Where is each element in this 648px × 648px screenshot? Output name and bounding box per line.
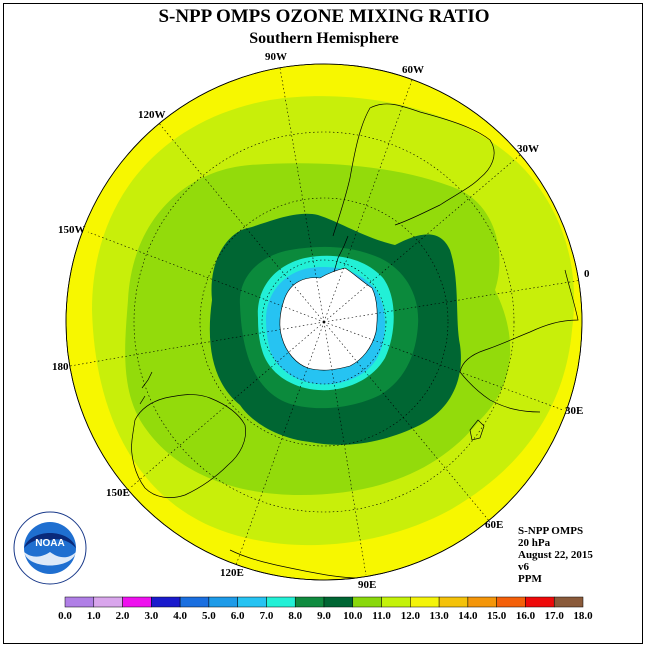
colorbar-tick-label: 7.0 [260,610,274,622]
colorbar-swatch [237,596,267,608]
colorbar-swatch [525,596,555,608]
colorbar-swatch [352,596,382,608]
colorbar-tick-label: 8.0 [288,610,302,622]
lon-label-150w: 150W [58,224,86,236]
madagascar-coastline [469,419,485,441]
colorbar-tick-label: 15.0 [487,610,507,622]
lon-label-180: 180 [52,361,69,373]
figure-frame [3,3,643,644]
noaa-logo: NOAA [13,511,87,585]
info-date: August 22, 2015 [518,549,593,561]
colorbar-swatch [179,596,210,608]
colorbar-tick-label: 5.0 [202,610,216,622]
australia-coastline [131,394,246,498]
colorbar-tick-label: 18.0 [573,610,593,622]
noaa-logo-text: NOAA [35,538,64,549]
info-version: v6 [518,561,529,573]
colorbar-swatch [467,596,497,608]
lon-label-120e: 120E [220,567,244,579]
colorbar-swatch [294,596,325,608]
lon-label-30w: 30W [517,143,539,155]
colorbar-tick-label: 9.0 [317,610,331,622]
colorbar-swatch [266,596,296,608]
lon-label-150e: 150E [106,487,130,499]
info-block: S-NPP OMPS 20 hPa August 22, 2015 v6 PPM [518,525,593,585]
info-units: PPM [518,573,542,585]
colorbar-tick-label: 6.0 [231,610,245,622]
colorbar-swatch [323,596,354,608]
colorbar-tick-label: 11.0 [372,610,391,622]
antarctica-landmass [279,267,378,371]
africa-coastline [459,269,579,413]
info-level: 20 hPa [518,537,551,549]
colorbar-tick-label: 16.0 [516,610,536,622]
colorbar-swatch [496,596,526,608]
lon-label-0: 0 [584,268,590,280]
colorbar-swatch [438,596,469,608]
colorbar-swatch [93,596,123,608]
colorbar-swatch [410,596,440,608]
colorbar-tick-label: 1.0 [87,610,101,622]
colorbar-swatch [122,596,152,608]
colorbar-tick-label: 14.0 [458,610,478,622]
lon-label-90w: 90W [265,51,287,63]
colorbar-tick-label: 10.0 [343,610,363,622]
lon-label-30e: 30E [565,405,583,417]
colorbar-swatch [553,596,584,608]
colorbar-tick-label: 3.0 [144,610,158,622]
new-zealand-coastline [139,371,153,405]
colorbar-swatch [381,596,411,608]
colorbar-tick-label: 12.0 [401,610,421,622]
lon-label-60e: 60E [485,519,503,531]
colorbar-tick-label: 4.0 [173,610,187,622]
colorbar-tick-label: 17.0 [545,610,565,622]
southeast-asia-coastline [229,549,361,579]
lon-label-120w: 120W [138,109,166,121]
lon-label-90e: 90E [358,579,376,591]
colorbar-tick-label: 2.0 [116,610,130,622]
colorbar-swatch [208,596,238,608]
colorbar-tick-label: 13.0 [429,610,449,622]
antarctic-peninsula [333,235,349,273]
colorbar-tick-label: 0.0 [58,610,72,622]
colorbar-swatch [64,596,95,608]
map-outer-ring [65,63,583,581]
lon-label-60w: 60W [402,64,424,76]
figure-title: S-NPP OMPS OZONE MIXING RATIO [158,6,490,27]
figure-subtitle: Southern Hemisphere [249,30,399,47]
info-instrument: S-NPP OMPS [518,525,584,537]
south-america-coastline [332,103,495,237]
graticule [69,67,582,576]
colorbar-swatch [151,596,181,608]
